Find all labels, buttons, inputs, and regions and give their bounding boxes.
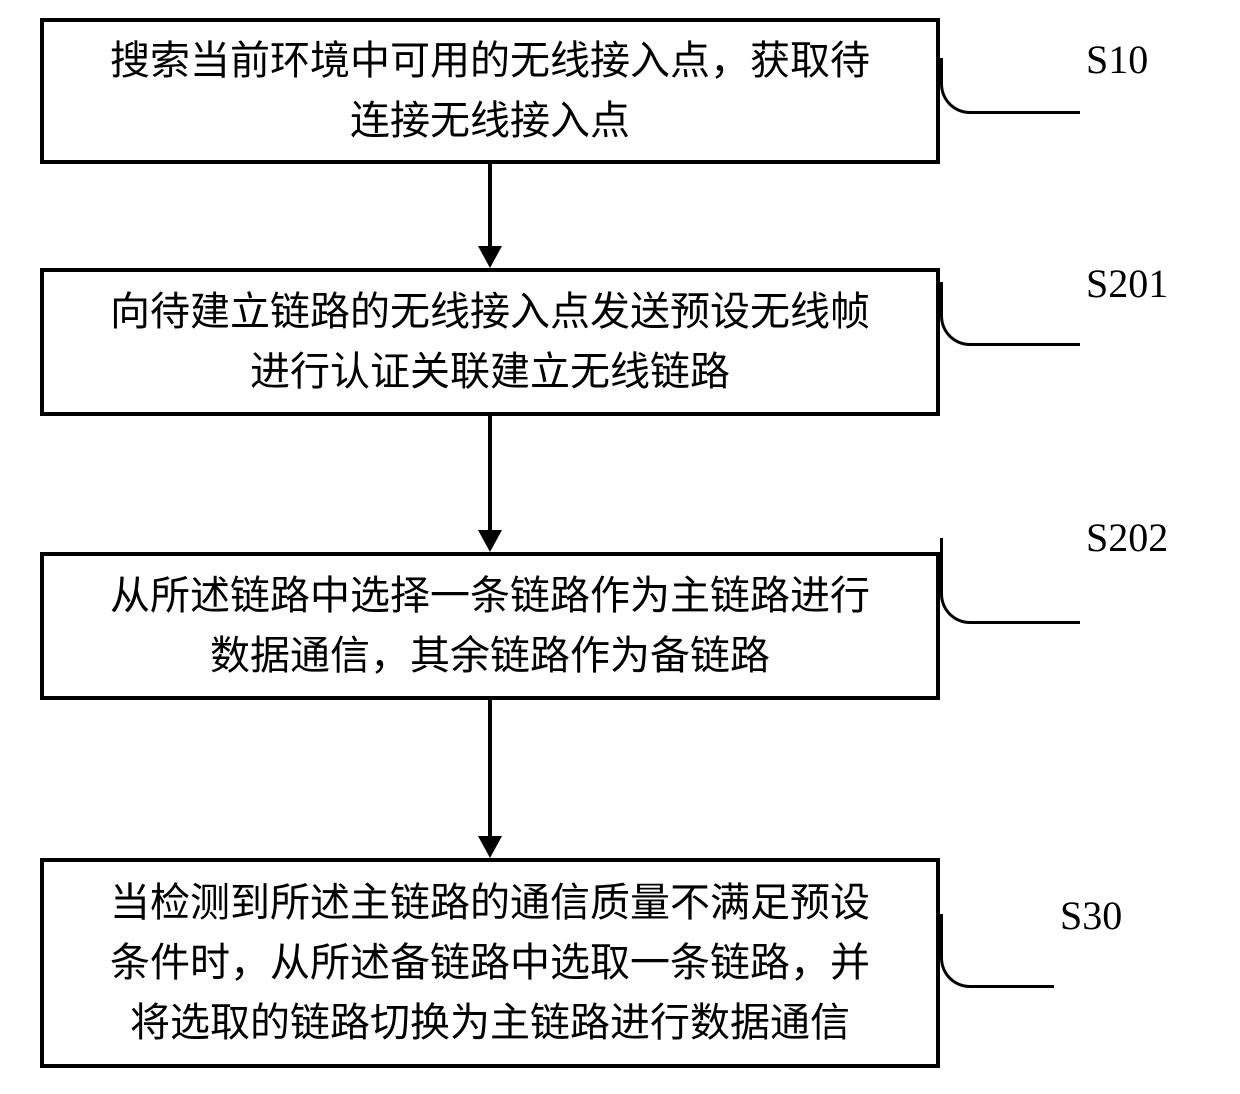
connector-s30 — [940, 914, 1054, 988]
arrow-line-2 — [488, 416, 492, 530]
step-box-s30: 当检测到所述主链路的通信质量不满足预设 条件时，从所述备链路中选取一条链路，并 … — [40, 858, 940, 1068]
step-text-s10: 搜索当前环境中可用的无线接入点，获取待 连接无线接入点 — [110, 31, 870, 151]
connector-s202 — [940, 538, 1080, 624]
step-text-s30: 当检测到所述主链路的通信质量不满足预设 条件时，从所述备链路中选取一条链路，并 … — [110, 873, 870, 1053]
arrow-line-1 — [488, 164, 492, 246]
arrow-head-2 — [478, 530, 502, 552]
step-label-s10: S10 — [1086, 36, 1148, 83]
step-box-s201: 向待建立链路的无线接入点发送预设无线帧 进行认证关联建立无线链路 — [40, 268, 940, 416]
connector-s10 — [940, 58, 1080, 114]
flowchart-canvas: 搜索当前环境中可用的无线接入点，获取待 连接无线接入点 S10 向待建立链路的无… — [0, 0, 1240, 1094]
step-text-s202: 从所述链路中选择一条链路作为主链路进行 数据通信，其余链路作为备链路 — [110, 566, 870, 686]
arrow-head-1 — [478, 246, 502, 268]
arrow-line-3 — [488, 700, 492, 836]
connector-s201 — [940, 282, 1080, 346]
arrow-head-3 — [478, 836, 502, 858]
step-label-s202: S202 — [1086, 514, 1168, 561]
step-text-s201: 向待建立链路的无线接入点发送预设无线帧 进行认证关联建立无线链路 — [110, 282, 870, 402]
step-box-s202: 从所述链路中选择一条链路作为主链路进行 数据通信，其余链路作为备链路 — [40, 552, 940, 700]
step-label-s30: S30 — [1060, 892, 1122, 939]
step-box-s10: 搜索当前环境中可用的无线接入点，获取待 连接无线接入点 — [40, 18, 940, 164]
step-label-s201: S201 — [1086, 260, 1168, 307]
